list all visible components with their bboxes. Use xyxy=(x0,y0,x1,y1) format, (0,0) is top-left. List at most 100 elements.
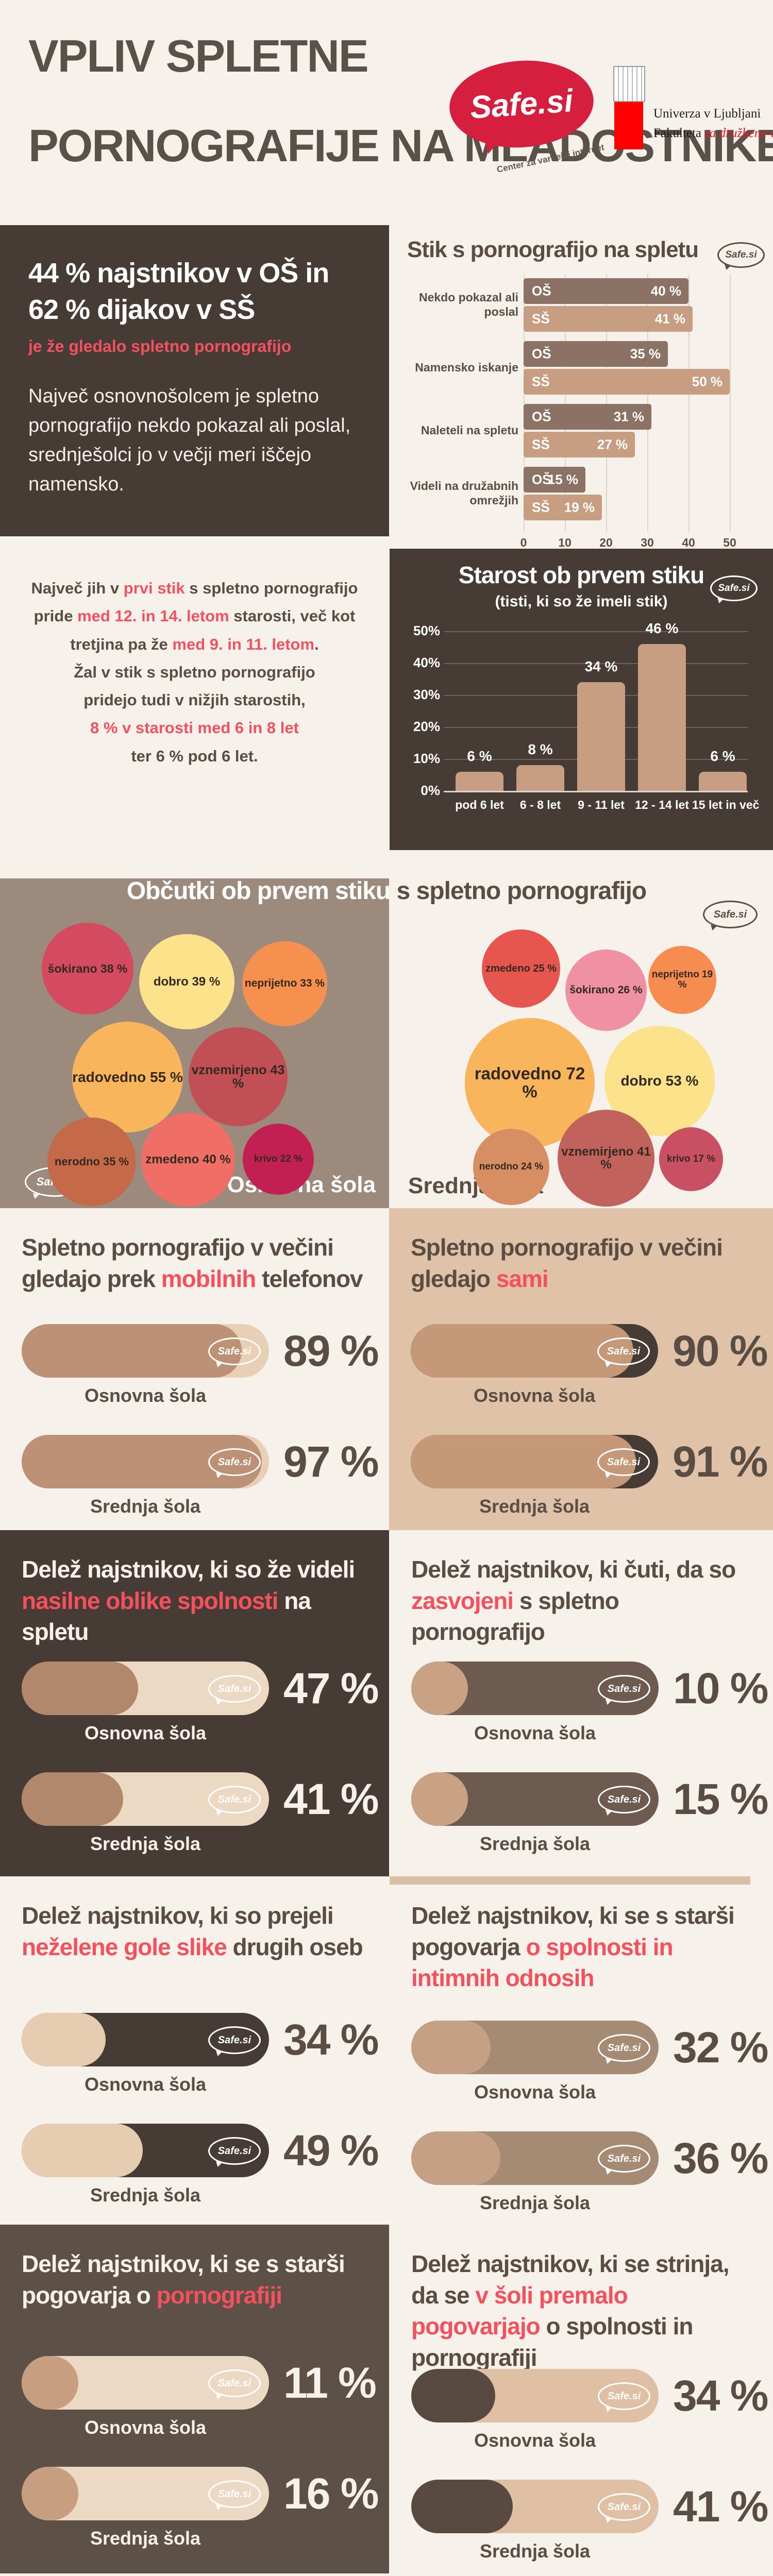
bar-track: Safe.si xyxy=(411,1662,659,1715)
bar-OŠ-2: OŠ 35 % xyxy=(524,341,668,367)
safesi-logo-icon: Safe.si xyxy=(208,1675,261,1703)
bar-track: Safe.si xyxy=(22,1772,269,1826)
bubble-zmedeno: zmedeno 25 % xyxy=(482,929,560,1008)
bar-fill xyxy=(22,2467,78,2520)
bar-SŠ-1: SŠ 41 % xyxy=(524,306,693,332)
bar-percent: 36 % xyxy=(673,2134,768,2182)
bar-track: Safe.si xyxy=(22,2467,269,2520)
gridline-50 xyxy=(730,274,731,532)
bar-OŠ-4: OŠ 15 % xyxy=(524,467,585,493)
chart-contact-title: Stik s pornografijo na spletu xyxy=(407,237,699,262)
bar-track: Safe.si xyxy=(411,2480,659,2533)
chart-age: Starost ob prvem stiku (tisti, ki so že … xyxy=(390,549,773,850)
bar-SŠ-3: SŠ 27 % xyxy=(524,432,635,457)
bar-series-label: SŠ xyxy=(532,311,550,327)
intro-headline-line1: 44 % najstnikov v OŠ in xyxy=(28,258,329,289)
stat-title-highlight: pornografiji xyxy=(156,2281,282,2309)
bar-percent: 34 % xyxy=(283,2015,379,2064)
bar-label: Osnovna šola xyxy=(84,2417,207,2438)
bar-15 let in več xyxy=(698,771,747,791)
stat-title-text: s spletno pornografijo xyxy=(411,1587,619,1646)
safesi-logo-icon: Safe.si xyxy=(208,2026,261,2054)
gridline-50 xyxy=(444,631,748,632)
stat-title-text: Spletno pornografijo v večini gledajo xyxy=(411,1234,723,1292)
gridline-40 xyxy=(688,274,690,532)
bar-fill xyxy=(22,2356,78,2410)
bar-SŠ-4: SŠ 19 % xyxy=(524,495,602,520)
bar-track: Safe.si xyxy=(22,2124,269,2177)
stat-bar-row: Safe.si 36 % Srednja šola xyxy=(411,2131,768,2219)
stat-title: Spletno pornografijo v večini gledajo sa… xyxy=(411,1232,753,1294)
safesi-logo-icon: Safe.si xyxy=(208,2480,261,2508)
bubble-vznemirjeno: vznemirjeno 43 % xyxy=(189,1027,288,1126)
stat-title-text: Delež najstnikov, ki se s starši pogovar… xyxy=(411,1902,735,1960)
bar-label: Osnovna šola xyxy=(84,2074,207,2095)
bar-percent: 32 % xyxy=(673,2023,768,2072)
bar-9 - 11 let xyxy=(577,682,625,791)
bar-label: Srednja šola xyxy=(479,2540,591,2562)
bar-value: 50 % xyxy=(692,374,722,389)
bar-track: Safe.si xyxy=(411,2021,659,2074)
bar-percent: 49 % xyxy=(283,2126,379,2175)
bubble-zmedeno: zmedeno 40 % xyxy=(141,1113,235,1207)
bar-fill xyxy=(22,1772,123,1826)
bar-OŠ-3: OŠ 31 % xyxy=(524,404,651,430)
bar-percent: 34 % xyxy=(673,2371,768,2420)
age-text-highlight: med 9. in 11. letom xyxy=(172,635,315,653)
first-contact-age-text: Največ jih v prvi stik s spletno pornogr… xyxy=(13,574,376,770)
bar-6 - 8 let xyxy=(516,765,564,791)
category-label: Videli na družabnih omrežjih xyxy=(410,479,518,507)
bar-value: 19 % xyxy=(564,499,595,515)
age-text-text: Žal v stik s spletno pornografijo xyxy=(74,663,315,681)
stat-title-highlight: zasvojeni xyxy=(411,1587,514,1614)
tan-separator-strip xyxy=(390,1876,750,1885)
stat-title-text: Delež najstnikov, ki se s starši pogovar… xyxy=(22,2250,345,2309)
stat-bar-row: Safe.si 41 % Srednja šola xyxy=(22,1772,379,1860)
bar-series-label: OŠ xyxy=(532,471,551,487)
safesi-logo-icon: Safe.si xyxy=(208,1337,261,1365)
bubble-neprijetno: neprijetno 19 % xyxy=(648,946,716,1014)
bar-label: Srednja šola xyxy=(479,2192,591,2213)
gridline-40 xyxy=(444,663,748,664)
safesi-logo-icon: Safe.si xyxy=(597,1448,650,1476)
stat-bar-row: Safe.si 97 % Srednja šola xyxy=(22,1435,379,1522)
stat-title-text: telefonov xyxy=(256,1265,363,1292)
age-text-highlight: prvi stik xyxy=(123,579,185,597)
gridline-30 xyxy=(647,274,648,532)
bar-track: Safe.si xyxy=(411,1324,658,1378)
age-text-text: s spletno pornografijo xyxy=(184,579,358,597)
category-label: pod 6 let xyxy=(455,798,504,811)
safesi-logo-icon: Safe.si xyxy=(597,1337,650,1365)
bar-percent: 91 % xyxy=(673,1437,768,1486)
university-text: Univerza v Ljubljani Fakulteta za družbe… xyxy=(653,104,773,143)
bar-fill xyxy=(411,1324,633,1378)
bar-pod 6 let xyxy=(455,771,503,791)
intro-body: Največ osnovnošolcem je spletno pornogra… xyxy=(28,385,351,495)
axis-tick-30: 30 xyxy=(641,536,654,549)
bar-track: Safe.si xyxy=(22,2356,269,2410)
bar-value: 35 % xyxy=(630,346,661,362)
bar-track: Safe.si xyxy=(22,1662,269,1715)
age-text-line: tretjina pa že med 9. in 11. letom. xyxy=(13,631,376,658)
university-red-block xyxy=(614,102,643,149)
axis-tick-30: 30% xyxy=(413,687,440,702)
category-label: Nekdo pokazal ali poslal xyxy=(418,291,518,318)
age-text-text: pridejo tudi v nižjih starostih, xyxy=(83,691,306,709)
stat-bar-row: Safe.si 89 % Osnovna šola xyxy=(22,1324,379,1412)
axis-tick-0: 0% xyxy=(421,783,440,798)
bar-track: Safe.si xyxy=(411,1435,658,1488)
stat-title: Delež najstnikov, ki se s starši pogovar… xyxy=(411,1900,754,1994)
bar-track: Safe.si xyxy=(411,1772,659,1826)
stat-title-text: Delež najstnikov, ki čuti, da so xyxy=(411,1556,736,1583)
axis-tick-10: 10% xyxy=(413,751,440,766)
feelings-title-left: Občutki ob prvem stiku s spletno pornogr… xyxy=(126,877,647,905)
stat-title-highlight: mobilnih xyxy=(161,1265,257,1292)
category-label: Namensko iskanje xyxy=(415,361,518,375)
intro-highlight: je že gledalo spletno pornografijo xyxy=(28,336,292,355)
stat-title-text: Delež najstnikov, ki so prejeli xyxy=(22,1902,334,1929)
stat-bar-row: Safe.si 11 % Osnovna šola xyxy=(22,2356,377,2444)
age-text-text: . xyxy=(314,635,319,653)
stat-bar-row: Safe.si 91 % Srednja šola xyxy=(411,1435,768,1522)
bar-label: Osnovna šola xyxy=(474,2430,596,2451)
bar-percent: 90 % xyxy=(673,1327,768,1375)
